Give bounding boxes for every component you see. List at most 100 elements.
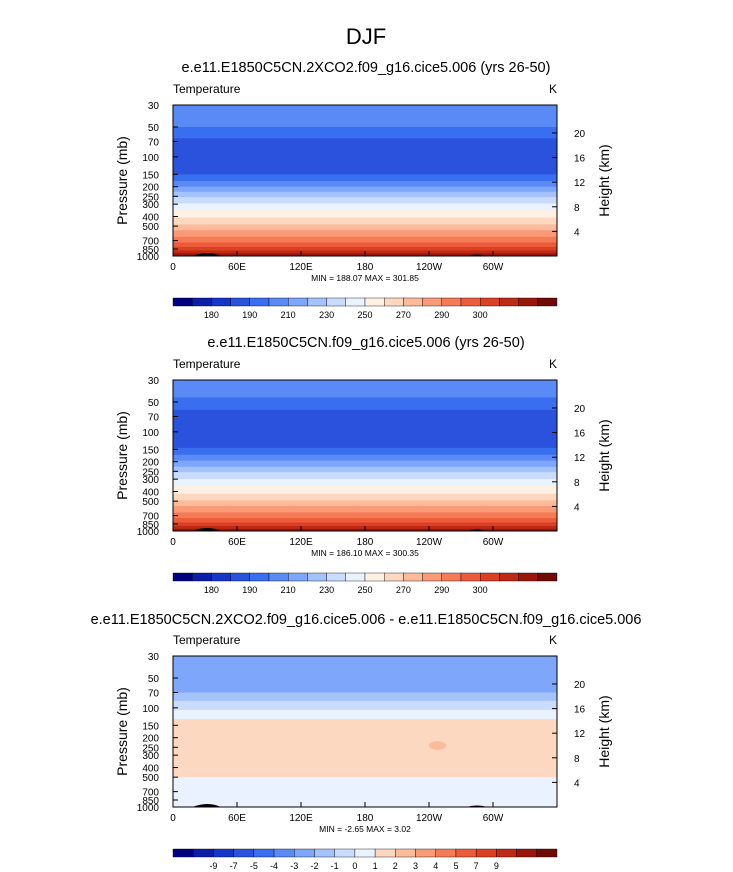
colorbar-label: 5: [453, 861, 458, 871]
panel-1: e.e11.E1850C5CN.2XCO2.f09_g16.cice5.006 …: [114, 60, 612, 320]
y-axis-label: Pressure (mb): [114, 411, 130, 500]
colorbar-box: [537, 297, 558, 307]
x-tick-label: 120E: [289, 813, 313, 824]
colorbar-box: [249, 572, 270, 582]
units-label: K: [549, 633, 557, 647]
y-tick-label: 850: [142, 245, 159, 256]
colorbar-box: [230, 572, 251, 582]
contour-band: [173, 692, 557, 702]
colorbar: 180 190 210 230 250 270 290 300: [172, 572, 558, 595]
colorbar-box: [536, 848, 558, 858]
y-tick-label: 500: [142, 222, 159, 233]
colorbar-label: 2: [393, 861, 398, 871]
y-tick-label: 100: [142, 153, 159, 164]
contour-band: [173, 217, 557, 225]
x-tick-label: 60W: [483, 537, 504, 548]
y-tick-label: 1000: [137, 803, 160, 814]
colorbar-box: [314, 848, 335, 858]
colorbar-label: 250: [357, 310, 372, 320]
colorbar-box: [422, 297, 443, 307]
topography: [192, 528, 221, 531]
colorbar-box: [193, 848, 214, 858]
contour-band: [173, 460, 557, 468]
contour-band: [173, 246, 557, 252]
x-tick-label: 120W: [416, 537, 443, 548]
y-tick-label: 400: [142, 213, 159, 224]
colorbar-label: 190: [242, 310, 257, 320]
x-tick-label: 120W: [416, 813, 443, 824]
height-tick-label: 16: [574, 705, 586, 716]
colorbar-box: [496, 848, 517, 858]
contour-band: [173, 180, 557, 188]
y-tick-label: 500: [142, 497, 159, 508]
y-tick-label: 50: [148, 398, 160, 409]
colorbar-label: 300: [473, 585, 488, 595]
colorbar-box: [172, 572, 193, 582]
colorbar-box: [294, 848, 315, 858]
colorbar-box: [354, 848, 376, 858]
panel-2: e.e11.E1850C5CN.f09_g16.cice5.006 (yrs 2…: [114, 335, 612, 595]
colorbar-box: [415, 848, 436, 858]
min-max-stats: MIN = 186.10 MAX = 300.35: [311, 548, 419, 558]
contour-band: [173, 466, 557, 473]
y-tick-label: 150: [142, 721, 159, 732]
contour-band: [173, 191, 557, 198]
colorbar-box: [211, 297, 231, 307]
x-tick-label: 0: [170, 262, 176, 273]
units-label: K: [549, 82, 557, 96]
contour-band: [173, 397, 557, 411]
contour-feature: [258, 425, 440, 439]
colorbar-box: [480, 297, 500, 307]
y-tick-label: 50: [148, 123, 160, 134]
panels: e.e11.E1850C5CN.2XCO2.f09_g16.cice5.006 …: [91, 60, 642, 871]
contour-feature: [429, 741, 447, 750]
x-tick-label: 180: [357, 262, 374, 273]
colorbar-label: 190: [242, 585, 257, 595]
y-tick-label: 200: [142, 734, 159, 745]
colorbar-box: [499, 572, 519, 582]
colorbar-label: 230: [319, 585, 334, 595]
colorbar-label: 0: [352, 861, 357, 871]
y-tick-label: 850: [142, 520, 159, 531]
y-tick-label: 200: [142, 183, 159, 194]
height-tick-label: 8: [574, 754, 580, 765]
colorbar-box: [364, 572, 385, 582]
contour-band: [173, 709, 557, 720]
colorbar: -9 -7 -5 -4 -3 -2 -1 0 1 2 3 4 5 7 9: [172, 848, 558, 871]
colorbar-box: [172, 848, 194, 858]
contour-band: [173, 472, 557, 480]
colorbar-label: -3: [290, 861, 298, 871]
variable-label: Temperature: [173, 82, 241, 96]
x-tick-label: 60W: [483, 262, 504, 273]
colorbar-box: [364, 297, 385, 307]
colorbar-label: 9: [494, 861, 499, 871]
colorbar-box: [422, 572, 443, 582]
panel-title: e.e11.E1850C5CN.2XCO2.f09_g16.cice5.006 …: [182, 60, 551, 76]
units-label: K: [549, 357, 557, 371]
colorbar-label: 290: [434, 585, 449, 595]
colorbar-box: [460, 297, 481, 307]
colorbar-box: [288, 572, 308, 582]
height-tick-label: 12: [574, 729, 586, 740]
colorbar-box: [403, 572, 423, 582]
contour-field: [173, 656, 557, 807]
contour-band: [173, 506, 557, 514]
colorbar-box: [518, 572, 538, 582]
contour-band: [173, 512, 557, 519]
x-tick-label: 60E: [228, 262, 246, 273]
contour-band: [173, 479, 557, 487]
x-tick-label: 180: [357, 537, 374, 548]
y-tick-label: 250: [142, 192, 159, 203]
contour-band: [173, 700, 557, 711]
colorbar-label: -7: [230, 861, 238, 871]
height-tick-label: 20: [574, 680, 586, 691]
panel-title: e.e11.E1850C5CN.2XCO2.f09_g16.cice5.006 …: [91, 612, 642, 628]
contour-band: [173, 174, 557, 182]
colorbar-label: 250: [357, 585, 372, 595]
x-tick-label: 60E: [228, 813, 246, 824]
colorbar-label: -5: [250, 861, 258, 871]
contour-band: [173, 485, 557, 495]
y-tick-label: 300: [142, 751, 159, 762]
height-tick-label: 12: [574, 453, 586, 464]
